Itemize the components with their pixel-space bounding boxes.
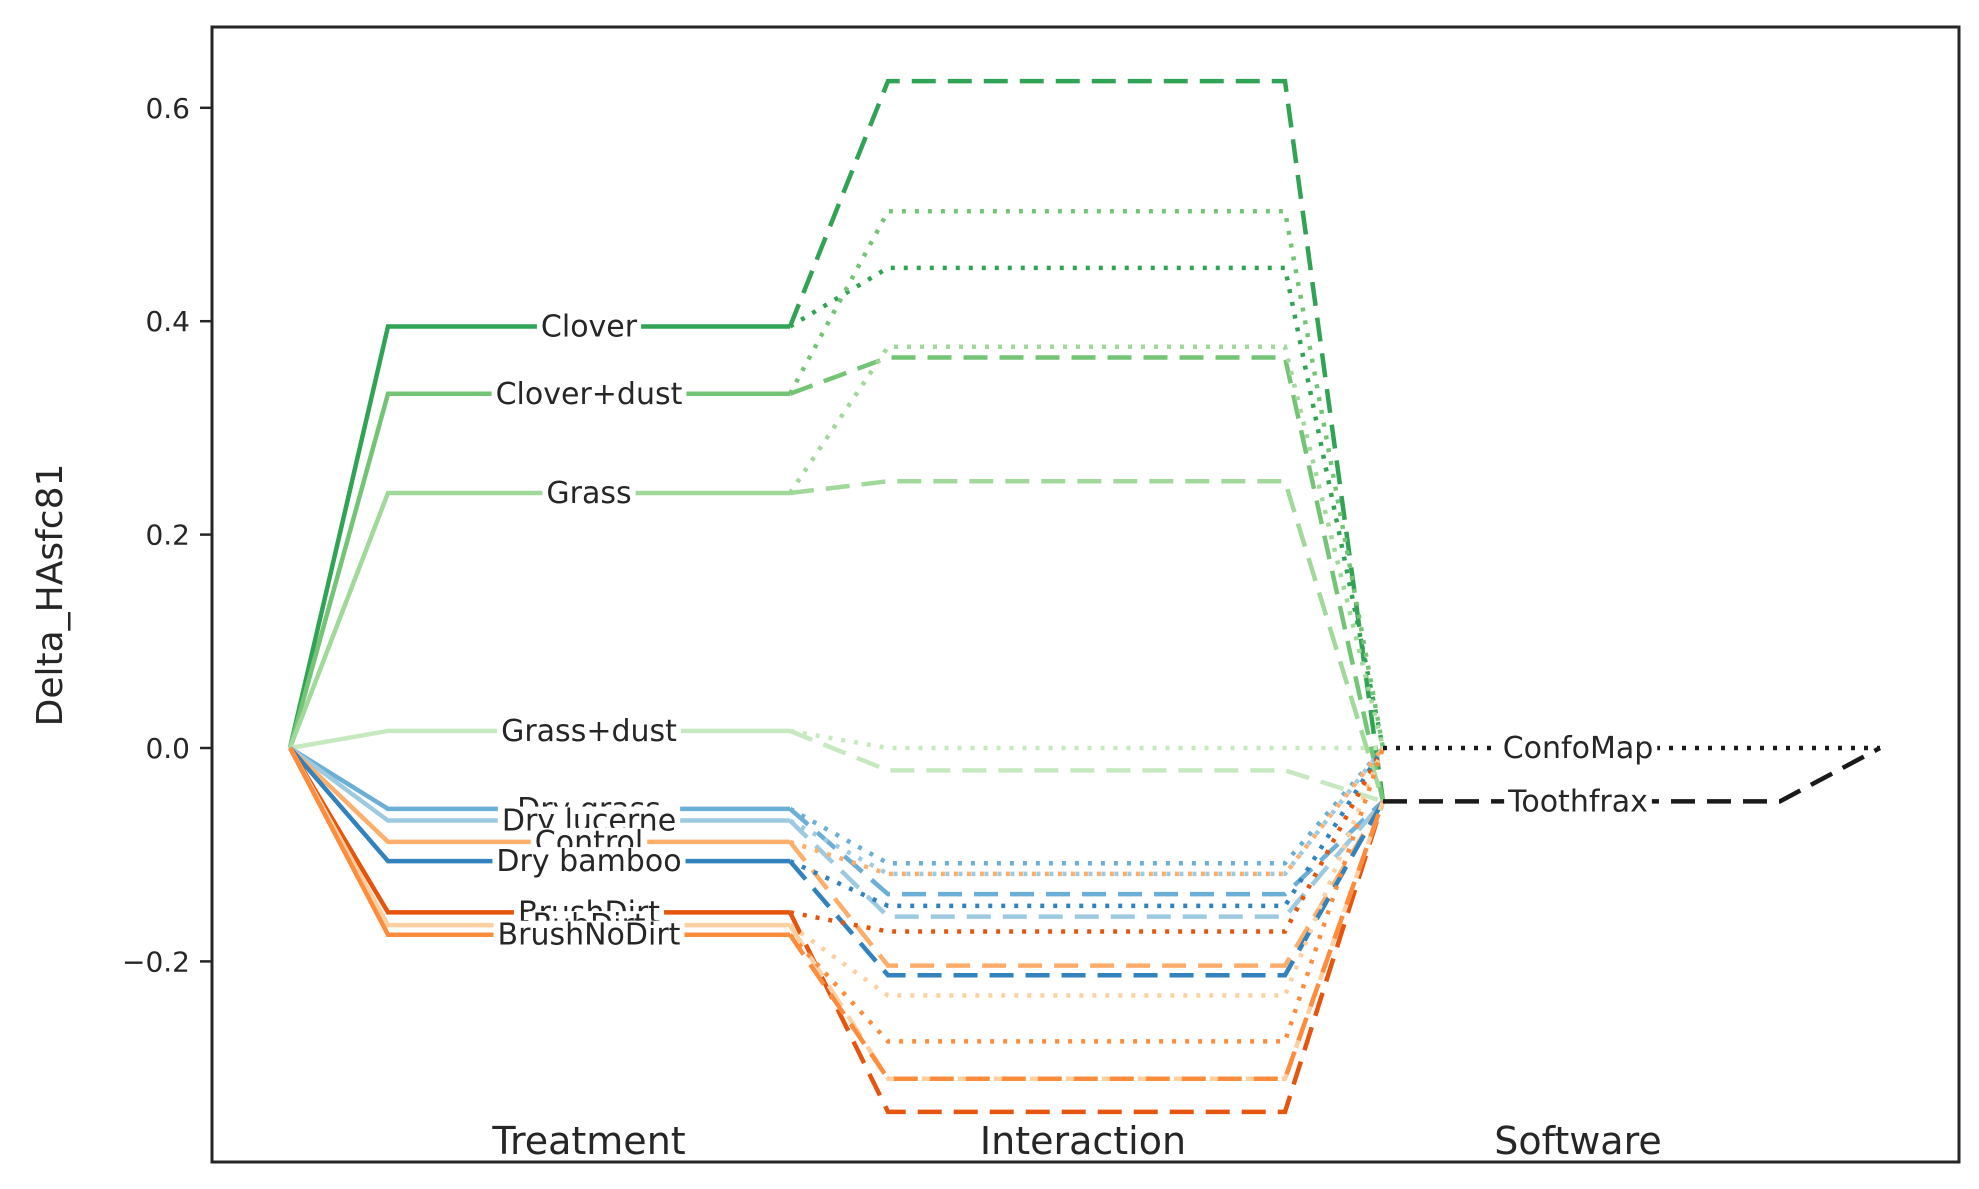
series-label-text: Grass+dust [501, 714, 677, 749]
series-label-text: Grass [546, 476, 631, 511]
series-line-interaction-confomap [789, 746, 1385, 909]
series-label-text: Clover+dust [496, 377, 683, 412]
series-label-text: Clover [541, 310, 638, 345]
series-line-interaction-toothfrax [787, 800, 1386, 1115]
series-label-treatment: Dry bamboo [492, 844, 686, 879]
y-axis: 0.6 0.4 0.2 0.0 −0.2 [122, 92, 212, 978]
series-line-interaction-confomap [789, 728, 1383, 751]
series-line-interaction-confomap [788, 209, 1386, 749]
series-line-treatment [288, 746, 790, 845]
series-label-treatment: Clover+dust [491, 377, 687, 412]
series-label-text: ConfoMap [1503, 731, 1654, 766]
label-background [536, 312, 642, 341]
series-label-software: ConfoMap [1498, 731, 1658, 766]
series-line-interaction-toothfrax [789, 355, 1386, 802]
series-line-interaction-confomap [789, 746, 1385, 934]
label-background [491, 379, 687, 408]
y-tick-label: 0.2 [145, 519, 190, 552]
series-label-treatment: BrushNoDirt [493, 918, 685, 953]
series-line-treatment [287, 490, 790, 749]
series-line-interaction-confomap [789, 746, 1385, 877]
series-line-interaction-confomap [788, 747, 1386, 998]
plot-frame [210, 25, 1961, 1164]
series-line-interaction-confomap [788, 746, 1385, 877]
group-label-software: Software [1494, 1119, 1662, 1163]
y-tick-label: 0.4 [145, 305, 190, 338]
series-lines [287, 78, 1882, 1115]
label-background [542, 478, 636, 507]
series-line-interaction-toothfrax [788, 800, 1385, 968]
group-label-interaction: Interaction [980, 1119, 1186, 1163]
series-label-treatment: Grass+dust [497, 714, 681, 749]
y-tick-label: 0.6 [145, 92, 190, 125]
label-background [492, 847, 686, 876]
series-line-interaction-toothfrax [789, 728, 1384, 804]
series-line-interaction-toothfrax [789, 479, 1386, 803]
series-line-interaction-toothfrax [787, 78, 1386, 802]
series-label-software: Toothfrax [1504, 784, 1652, 819]
y-tick-label: 0.0 [145, 732, 190, 765]
y-tick-label: −0.2 [122, 945, 190, 978]
series-label-treatment: Clover [536, 310, 642, 345]
series-line-software [1383, 746, 1882, 804]
series-label-treatment: Grass [542, 476, 636, 511]
series-line-interaction-toothfrax [788, 799, 1385, 919]
label-background [1504, 787, 1652, 816]
series-line-interaction-confomap [788, 265, 1386, 749]
series-label-text: Toothfrax [1507, 784, 1648, 819]
series-line-interaction-toothfrax [788, 799, 1385, 897]
label-background [1498, 734, 1658, 762]
series-label-text: BrushNoDirt [498, 918, 681, 953]
y-axis-title: Delta_HAsfc81 [30, 464, 71, 727]
series-line-treatment [287, 324, 790, 749]
group-label-treatment: Treatment [491, 1119, 685, 1163]
series-line-interaction-toothfrax [788, 800, 1386, 1082]
label-background [497, 716, 681, 745]
series-line-interaction-toothfrax [788, 800, 1385, 978]
series-line-interaction-toothfrax [788, 800, 1386, 1082]
series-label-text: Dry bamboo [496, 844, 681, 879]
series-line-treatment [287, 391, 790, 749]
label-background [493, 920, 685, 949]
